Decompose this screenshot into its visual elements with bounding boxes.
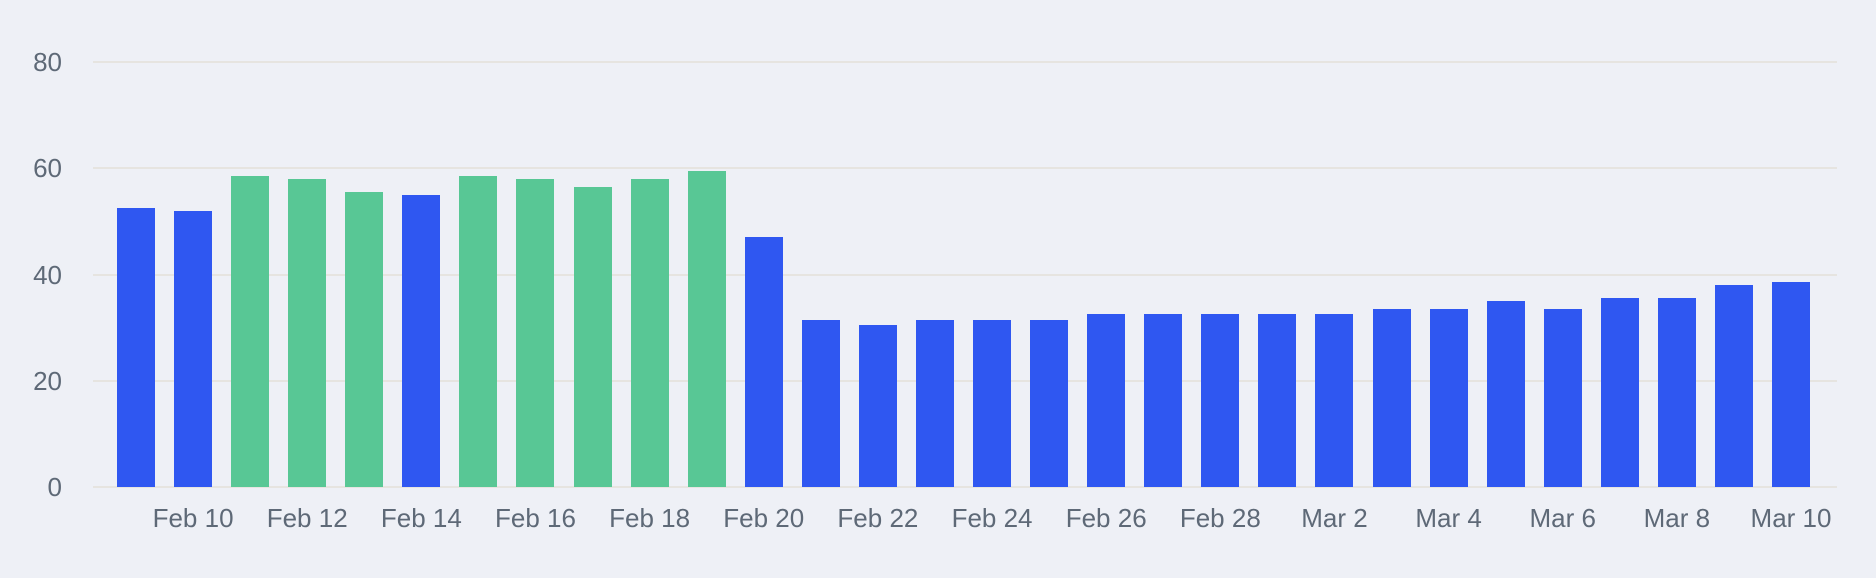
- bar-mar-4[interactable]: [1429, 309, 1468, 487]
- bar-feb-11[interactable]: [231, 176, 270, 487]
- x-tick-label-mar-6: Mar 6: [1529, 503, 1596, 533]
- x-tick-label-mar-2: Mar 2: [1301, 503, 1368, 533]
- x-tick-label-feb-24: Feb 24: [951, 503, 1033, 533]
- y-tick-label-80: 80: [33, 47, 62, 77]
- gridline-y-40: [93, 273, 1837, 276]
- bar-mar-8[interactable]: [1657, 298, 1696, 487]
- bar-mar-9[interactable]: [1714, 285, 1753, 487]
- bar-feb-28[interactable]: [1201, 314, 1240, 487]
- bar-mar-1[interactable]: [1258, 314, 1297, 487]
- x-tick-label-feb-14: Feb 14: [380, 503, 462, 533]
- bar-feb-20[interactable]: [744, 237, 783, 487]
- bar-mar-3[interactable]: [1372, 309, 1411, 487]
- gridline-y-20: [93, 379, 1837, 382]
- bar-feb-22[interactable]: [858, 325, 897, 487]
- x-tick-label-mar-8: Mar 8: [1643, 503, 1711, 533]
- bar-feb-18[interactable]: [630, 179, 669, 487]
- bar-feb-16[interactable]: [516, 179, 555, 487]
- x-tick-label-feb-20: Feb 20: [723, 503, 805, 533]
- bar-feb-26[interactable]: [1087, 314, 1126, 487]
- x-tick-label-feb-10: Feb 10: [152, 503, 234, 533]
- bar-feb-10[interactable]: [174, 211, 213, 487]
- bar-feb-27[interactable]: [1144, 314, 1183, 487]
- bar-feb-23[interactable]: [915, 320, 954, 487]
- bar-mar-2[interactable]: [1315, 314, 1354, 487]
- y-tick-label-40: 40: [33, 259, 62, 290]
- gridline-y-80: [93, 61, 1837, 63]
- bar-feb-24[interactable]: [973, 320, 1012, 487]
- x-tick-label-mar-4: Mar 4: [1415, 503, 1482, 533]
- bar-feb-25[interactable]: [1030, 320, 1069, 487]
- bar-mar-6[interactable]: [1543, 309, 1582, 487]
- x-tick-label-feb-28: Feb 28: [1179, 503, 1261, 533]
- bar-feb-13[interactable]: [345, 192, 384, 487]
- bar-feb-21[interactable]: [801, 320, 840, 487]
- gridline-y-0: [93, 486, 1837, 488]
- bar-mar-10[interactable]: [1772, 282, 1811, 487]
- x-tick-label-feb-18: Feb 18: [609, 503, 691, 533]
- y-tick-label-20: 20: [33, 365, 62, 396]
- bar-feb-15[interactable]: [459, 176, 498, 487]
- bar-feb-14[interactable]: [402, 195, 441, 487]
- bar-feb-17[interactable]: [573, 187, 612, 487]
- x-tick-label-feb-16: Feb 16: [495, 503, 576, 533]
- bar-mar-5[interactable]: [1486, 301, 1525, 487]
- bar-feb-9[interactable]: [117, 208, 155, 487]
- x-tick-label-feb-22: Feb 22: [837, 503, 919, 533]
- x-tick-label-feb-26: Feb 26: [1065, 503, 1147, 533]
- gridline-y-60: [93, 167, 1837, 170]
- x-tick-label-feb-12: Feb 12: [266, 503, 348, 533]
- bar-mar-7[interactable]: [1600, 298, 1639, 487]
- bar-feb-19[interactable]: [687, 171, 726, 487]
- y-tick-label-0: 0: [47, 472, 62, 502]
- x-tick-label-mar-10: Mar 10: [1750, 503, 1832, 533]
- bar-feb-12[interactable]: [288, 179, 327, 487]
- y-tick-label-60: 60: [33, 153, 62, 184]
